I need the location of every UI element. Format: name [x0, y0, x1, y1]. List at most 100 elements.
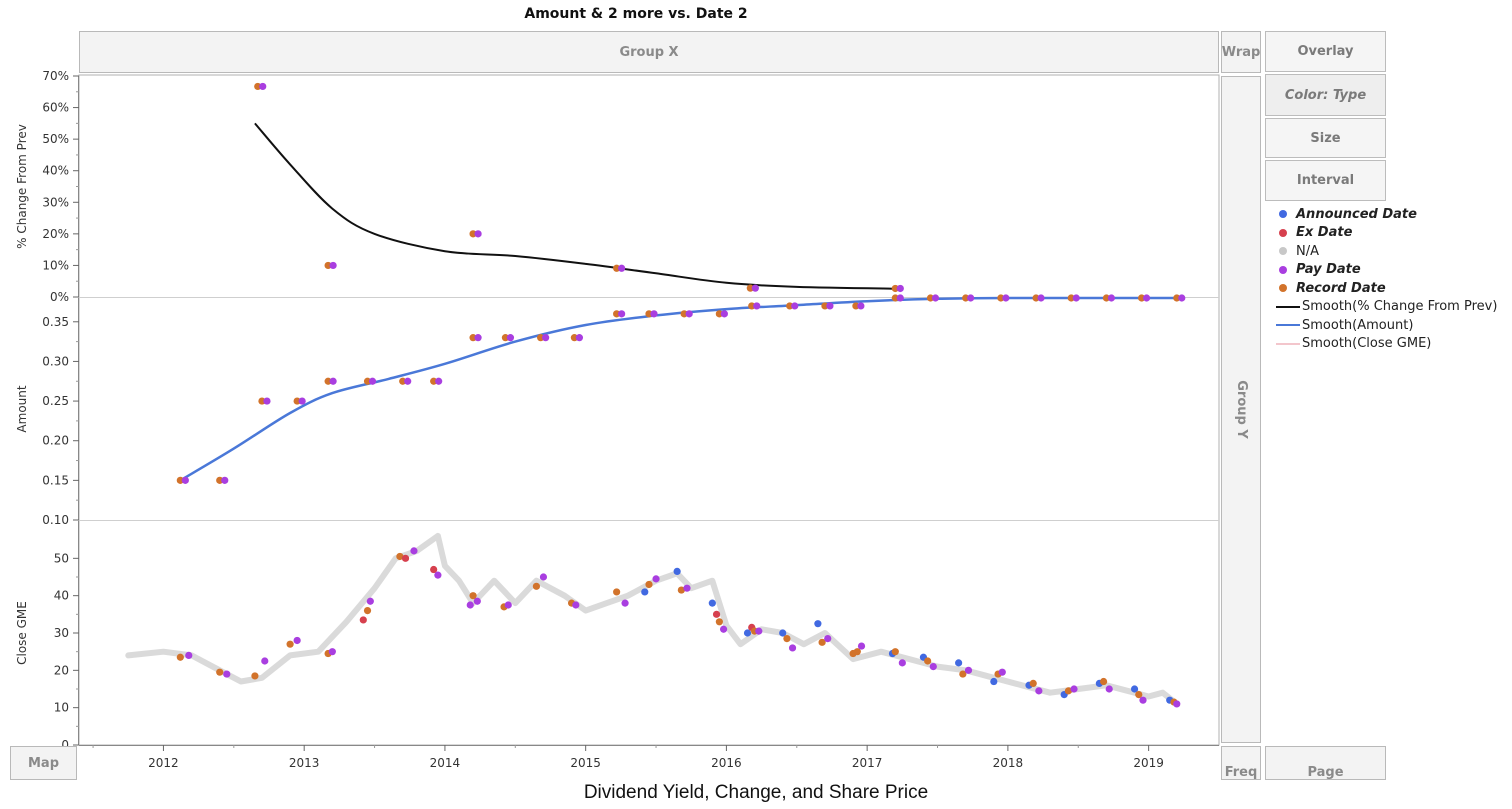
y-tick-label: 0: [61, 738, 69, 752]
y-axis-title: % Change From Prev: [15, 124, 29, 249]
data-point-pay: [329, 261, 337, 270]
data-point-pay: [751, 284, 759, 292]
map-label: Map: [27, 756, 59, 771]
legend-line-icon: [1276, 342, 1300, 345]
data-point-pay: [261, 657, 269, 665]
interval-button[interactable]: Interval: [1265, 160, 1386, 201]
y-axis-title: Close GME: [15, 601, 29, 665]
data-point-pay: [434, 571, 442, 579]
y-tick-label: 30: [54, 626, 69, 640]
smooth-change-line: [254, 122, 903, 290]
y-axis-title: Amount: [15, 385, 29, 432]
data-point-record: [176, 653, 184, 661]
group-y-zone[interactable]: Group Y: [1221, 76, 1261, 743]
data-point-pay: [683, 584, 691, 592]
data-point-pay: [788, 644, 797, 652]
data-point-pay: [929, 663, 937, 671]
data-point-record: [532, 582, 541, 590]
data-point-pay: [263, 397, 271, 405]
data-point-record: [1173, 294, 1181, 302]
legend-line-icon: [1276, 324, 1300, 327]
data-point-record: [613, 588, 621, 596]
data-point-pay: [368, 377, 377, 385]
data-point-record: [613, 310, 621, 318]
page-zone[interactable]: Page: [1265, 746, 1386, 780]
legend-label: Smooth(Close GME): [1302, 336, 1432, 352]
data-point-pay: [857, 302, 865, 310]
data-point-pay: [621, 599, 629, 607]
data-point-pay: [964, 666, 973, 674]
data-point-record: [715, 618, 723, 626]
y-tick-label: 40: [54, 589, 69, 603]
x-tick-label: 2012: [148, 756, 179, 770]
data-point-record: [818, 638, 826, 646]
legend-item[interactable]: Smooth(Close GME): [1276, 335, 1497, 354]
overlay-button[interactable]: Overlay: [1265, 31, 1386, 72]
x-tick-label: 2017: [852, 756, 883, 770]
data-point-record: [748, 302, 756, 310]
y-tick-label: 60%: [42, 101, 69, 115]
data-point-record: [891, 284, 899, 293]
data-point-record: [1064, 687, 1073, 695]
x-tick-label: 2013: [289, 756, 320, 770]
data-point-record: [430, 377, 438, 385]
overlay-label: Overlay: [1297, 44, 1354, 59]
legend-dot-icon: [1279, 284, 1287, 293]
data-point-pay: [896, 284, 904, 293]
legend-item[interactable]: Announced Date: [1276, 205, 1497, 224]
data-point-pay: [826, 302, 834, 310]
data-point-pay: [898, 659, 906, 667]
data-point-pay: [572, 601, 580, 609]
data-point-pay: [221, 476, 229, 484]
data-point-pay: [329, 377, 337, 385]
legend-label: Smooth(% Change From Prev): [1302, 299, 1498, 315]
x-tick-label: 2019: [1133, 756, 1164, 770]
data-point-record: [258, 397, 266, 405]
legend-item[interactable]: Pay Date: [1276, 261, 1497, 280]
legend-item[interactable]: Smooth(Amount): [1276, 316, 1497, 335]
data-point-record: [324, 261, 332, 270]
data-point-record: [1067, 294, 1075, 302]
y-tick-label: 0.20: [42, 434, 69, 448]
wrap-zone[interactable]: Wrap: [1221, 31, 1261, 73]
data-point-record: [176, 476, 184, 484]
data-point-record: [1137, 294, 1146, 302]
legend-dot-icon: [1279, 265, 1287, 274]
legend-item[interactable]: Record Date: [1276, 279, 1497, 298]
x-tick-label: 2015: [570, 756, 601, 770]
data-point-announced: [641, 588, 649, 596]
y-tick-label: 0.10: [42, 513, 69, 527]
data-point-pay: [181, 476, 189, 484]
legend-item[interactable]: N/A: [1276, 242, 1497, 261]
data-point-pay: [474, 230, 482, 238]
data-point-ex: [359, 616, 367, 624]
data-point-record: [469, 592, 477, 600]
x-tick-label: 2014: [430, 756, 461, 770]
group-x-zone[interactable]: Group X: [79, 31, 1219, 73]
freq-zone[interactable]: Freq: [1221, 746, 1261, 780]
data-point-record: [645, 310, 653, 318]
legend-item[interactable]: Ex Date: [1276, 224, 1497, 243]
data-point-pay: [298, 397, 306, 405]
data-point-ex: [401, 554, 410, 562]
map-zone[interactable]: Map: [10, 746, 77, 780]
legend-dot-icon: [1279, 247, 1287, 256]
data-point-pay: [259, 82, 267, 91]
data-point-record: [1135, 691, 1143, 699]
chart-title: Amount & 2 more vs. Date 2: [524, 6, 748, 22]
legend-label: Smooth(Amount): [1302, 317, 1414, 333]
data-point-pay: [542, 334, 550, 342]
data-point-announced: [814, 620, 822, 628]
color-type-button[interactable]: Color: Type: [1265, 74, 1386, 116]
data-point-pay: [366, 597, 374, 605]
legend-item[interactable]: Smooth(% Change From Prev): [1276, 298, 1497, 317]
data-point-pay: [404, 377, 412, 385]
data-point-pay: [685, 310, 693, 318]
data-point-record: [680, 310, 688, 318]
group-x-label: Group X: [619, 44, 679, 60]
data-point-record: [469, 230, 477, 238]
data-point-pay: [185, 651, 193, 660]
data-point-pay: [1072, 294, 1080, 302]
size-button[interactable]: Size: [1265, 118, 1386, 158]
data-point-record: [537, 334, 545, 342]
